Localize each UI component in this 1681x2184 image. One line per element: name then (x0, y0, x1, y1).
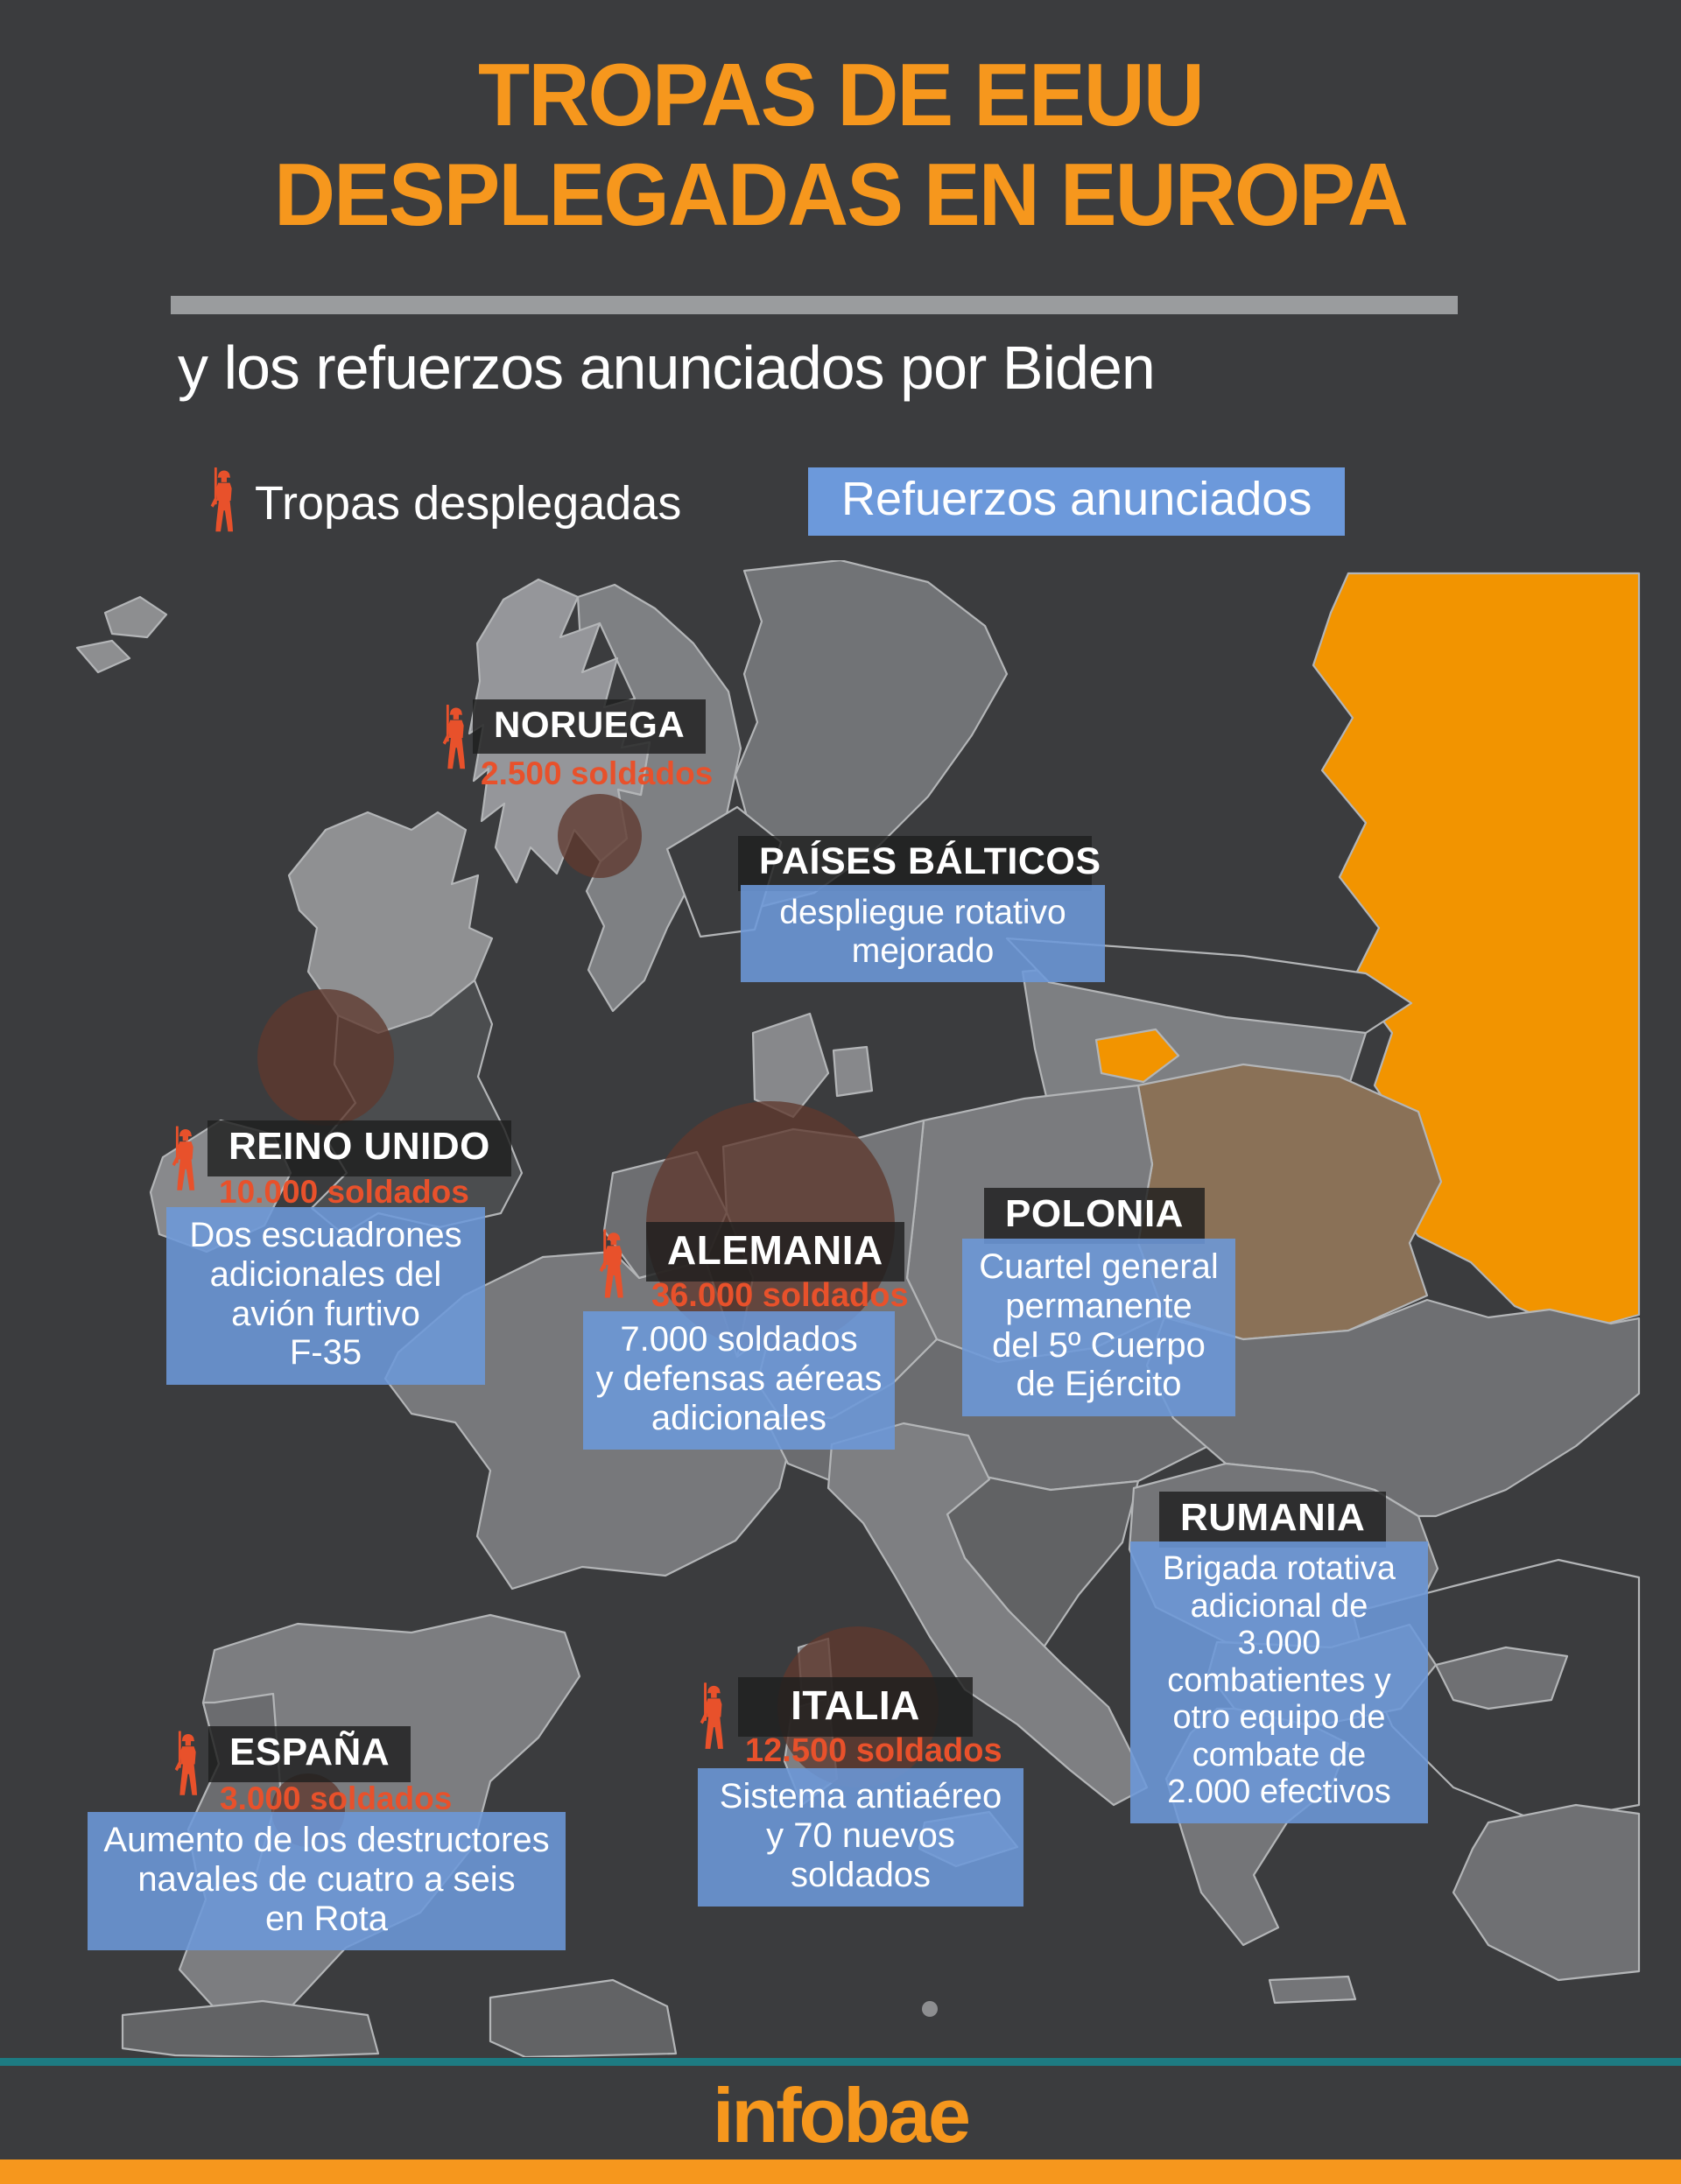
reinforcement-box-alemania: 7.000 soldados y defensas aéreas adicion… (583, 1311, 895, 1450)
reinforcement-box-espana: Aumento de los destructores navales de c… (88, 1812, 566, 1951)
soldier-icon (599, 1221, 628, 1309)
country-label-polonia: POLONIA (984, 1188, 1205, 1244)
country-label-espana: ESPAÑA (208, 1726, 411, 1782)
footer-divider (0, 2058, 1681, 2066)
troops-bubble-reino-unido (257, 989, 394, 1126)
legend-deployed-label: Tropas desplegadas (255, 477, 682, 530)
troops-count-espana: 3.000 soldados (220, 1780, 453, 1816)
legend-announced-chip: Refuerzos anunciados (808, 467, 1346, 536)
footer-bar (0, 2159, 1681, 2184)
soldier-icon (210, 461, 237, 540)
reinforcement-box-rumania: Brigada rotativa adicional de 3.000 comb… (1130, 1541, 1428, 1823)
reinforcement-box-polonia: Cuartel general permanente del 5º Cuerpo… (962, 1239, 1235, 1417)
country-label-italia: ITALIA (738, 1677, 973, 1737)
troops-count-italia: 12.500 soldados (745, 1732, 1002, 1769)
troops-count-reino-unido: 10.000 soldados (219, 1174, 469, 1210)
country-label-rumania: RUMANIA (1159, 1492, 1387, 1548)
page-subtitle: y los refuerzos anunciados por Biden (178, 334, 1156, 402)
country-label-noruega: NORUEGA (473, 699, 707, 754)
reinforcement-box-paises-balticos: despliegue rotativo mejorado (741, 885, 1105, 983)
country-label-alemania: ALEMANIA (646, 1222, 904, 1282)
soldier-icon (700, 1675, 728, 1759)
title-divider (171, 296, 1458, 314)
reinforcement-box-italia: Sistema antiaéreo y 70 nuevos soldados (698, 1768, 1023, 1907)
title-line-1: TROPAS DE EEUU (478, 46, 1205, 144)
infobae-logo: infobae (713, 2072, 971, 2159)
troops-count-noruega: 2.500 soldados (481, 755, 714, 791)
country-label-reino-unido: REINO UNIDO (207, 1120, 511, 1176)
soldier-icon (174, 1723, 201, 1806)
title-line-2: DESPLEGADAS EN EUROPA (274, 146, 1409, 245)
reinforcement-box-reino-unido: Dos escuadrones adicionales del avión fu… (166, 1207, 485, 1386)
legend-deployed: Tropas desplegadas (210, 461, 681, 540)
page-title: TROPAS DE EEUU DESPLEGADAS EN EUROPA (33, 46, 1647, 245)
country-label-paises-balticos: PAÍSES BÁLTICOS (738, 836, 1101, 891)
troops-count-alemania: 36.000 soldados (651, 1277, 909, 1314)
troops-bubble-noruega (558, 794, 642, 878)
soldier-icon (442, 698, 469, 778)
soldier-icon (172, 1118, 199, 1201)
